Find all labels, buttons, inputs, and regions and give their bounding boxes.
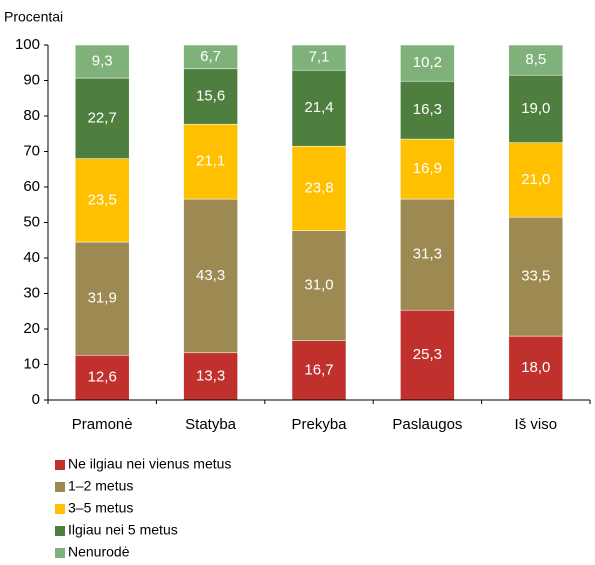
legend-swatch: [55, 504, 65, 514]
bar-segment: [183, 123, 238, 200]
y-axis-title: Procentai: [4, 9, 63, 25]
data-label: 18,0: [521, 359, 550, 376]
data-label: 10,2: [413, 54, 442, 71]
data-label: 15,6: [196, 87, 225, 104]
data-label: 12,6: [88, 369, 117, 386]
y-tick-label: 30: [23, 284, 40, 301]
bar-segment: [74, 241, 130, 356]
data-label: 21,1: [196, 153, 225, 170]
y-tick-label: 20: [23, 320, 40, 337]
bar-segment: [74, 355, 130, 401]
data-label: 31,3: [413, 246, 442, 263]
bar-segment: [508, 142, 564, 218]
y-tick-label: 60: [23, 178, 40, 195]
legend-label: 1–2 metus: [68, 478, 133, 494]
data-label: 25,3: [413, 346, 442, 363]
data-label: 23,5: [88, 191, 117, 208]
x-tick-label: Pramonė: [72, 416, 133, 433]
bar-segment: [183, 198, 238, 354]
x-tick-label: Iš viso: [515, 416, 558, 433]
data-label: 6,7: [200, 48, 221, 65]
data-label: 7,1: [309, 49, 330, 66]
data-label: 43,3: [196, 267, 225, 284]
data-label: 19,0: [521, 100, 550, 117]
data-label: 31,9: [88, 290, 117, 307]
y-tick-label: 50: [23, 213, 40, 230]
bar-segment: [508, 216, 564, 337]
bar-segment: [291, 230, 347, 341]
data-label: 8,5: [525, 51, 546, 68]
y-tick-label: 90: [23, 71, 40, 88]
data-label: 16,7: [304, 361, 333, 378]
data-label: 31,0: [304, 277, 333, 294]
bar-segment: [183, 44, 238, 70]
x-tick-label: Prekyba: [291, 416, 347, 433]
data-label: 21,4: [304, 99, 333, 116]
data-label: 22,7: [88, 109, 117, 126]
bar-segment: [291, 340, 347, 401]
y-tick-label: 80: [23, 107, 40, 124]
bar-segment: [400, 80, 455, 140]
bar-segment: [508, 44, 564, 76]
data-label: 13,3: [196, 367, 225, 384]
data-label: 9,3: [92, 52, 113, 69]
legend-label: Ilgiau nei 5 metus: [68, 522, 178, 538]
legend-swatch: [55, 548, 65, 558]
bar-segment: [74, 44, 130, 79]
y-tick-label: 70: [23, 142, 40, 159]
y-tick-label: 10: [23, 355, 40, 372]
x-tick-label: Paslaugos: [392, 416, 462, 433]
legend-swatch: [55, 482, 65, 492]
y-tick-label: 0: [32, 391, 40, 408]
x-tick-label: Statyba: [185, 416, 237, 433]
data-label: 21,0: [521, 171, 550, 188]
legend-label: Ne ilgiau nei vienus metus: [68, 456, 231, 472]
legend-swatch: [55, 526, 65, 536]
bar-segment: [74, 77, 130, 159]
bar-segment: [400, 44, 455, 82]
bar-segment: [508, 74, 564, 143]
legend-label: 3–5 metus: [68, 500, 133, 516]
bar-segment: [400, 198, 455, 311]
data-label: 23,8: [304, 179, 333, 196]
bar-segment: [508, 335, 564, 401]
y-tick-label: 40: [23, 249, 40, 266]
bar-segment: [400, 309, 455, 401]
data-label: 16,9: [413, 160, 442, 177]
data-label: 33,5: [521, 268, 550, 285]
y-tick-label: 100: [15, 36, 40, 53]
data-label: 16,3: [413, 101, 442, 118]
bar-segment: [291, 44, 347, 71]
bar-segment: [291, 69, 347, 147]
bar-segment: [183, 68, 238, 125]
legend-label: Nenurodė: [68, 544, 130, 560]
legend-swatch: [55, 460, 65, 470]
bar-segment: [291, 145, 347, 231]
bar-segment: [74, 158, 130, 243]
bar-segment: [400, 138, 455, 200]
